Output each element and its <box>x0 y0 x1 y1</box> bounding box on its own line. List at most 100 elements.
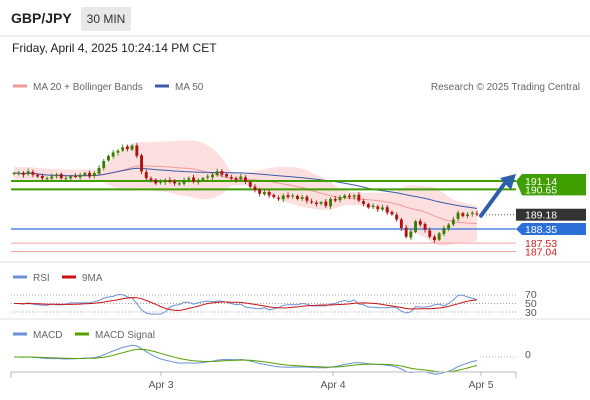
candle-body <box>74 176 77 177</box>
candle-body <box>140 155 143 172</box>
candle-body <box>296 196 299 199</box>
candle-body <box>177 183 181 185</box>
candle-body <box>362 201 365 204</box>
candle-body <box>456 212 460 219</box>
x-tick-apr5: Apr 5 <box>468 379 493 391</box>
candle-body <box>215 171 219 176</box>
level-lines <box>11 180 516 253</box>
credit-label: Research © 2025 Trading Central <box>431 82 580 93</box>
candle-body <box>461 213 465 217</box>
candle-body <box>125 146 129 149</box>
level-label-last: 189.18 <box>525 210 557 222</box>
candle-body <box>116 150 120 153</box>
candle-body <box>225 174 228 177</box>
candle-body <box>78 174 82 178</box>
level-box-last <box>516 208 586 221</box>
candle-body <box>319 202 323 204</box>
candle-body <box>310 201 314 203</box>
candle-body <box>352 195 356 197</box>
candle-body <box>300 197 304 199</box>
candle-body <box>390 211 394 215</box>
candle-body <box>357 194 361 201</box>
candle-body <box>159 181 162 183</box>
forecast-arrow-shaft <box>479 181 507 218</box>
level-label-s2: 187.04 <box>525 247 557 259</box>
candle-body <box>291 195 295 197</box>
candle-body <box>50 176 54 179</box>
candle-body <box>239 176 243 180</box>
candle-body <box>69 176 73 179</box>
candle-body <box>314 202 318 205</box>
candle-body <box>97 167 101 174</box>
candle-body <box>206 176 210 178</box>
candle-body <box>267 192 271 196</box>
macd-panel <box>14 344 516 375</box>
rsi-panel <box>11 294 516 315</box>
candle-body <box>418 221 422 225</box>
candle-body <box>64 178 68 180</box>
candle-body <box>154 179 158 184</box>
candle-body <box>385 207 389 213</box>
candle-body <box>399 219 403 229</box>
level-label-r1: 191.14 <box>525 176 557 188</box>
candle-body <box>55 174 58 177</box>
candle-body <box>258 189 262 194</box>
candle-body <box>107 155 110 161</box>
ma50-legend-label: MA 50 <box>175 82 204 93</box>
timeframe-label: 30 MIN <box>87 12 126 26</box>
candle-body <box>229 177 233 179</box>
candle-body <box>121 147 125 151</box>
candle-body <box>423 223 427 230</box>
candle-body <box>366 204 370 208</box>
macd-tick-0: 0 <box>525 349 531 361</box>
candle-body <box>428 230 432 237</box>
candle-body <box>102 161 106 168</box>
candle-body <box>329 198 332 207</box>
candle-body <box>211 174 214 178</box>
candle-body <box>220 171 224 175</box>
level-label-pivot: 188.35 <box>525 224 557 236</box>
candle-body <box>348 195 351 198</box>
candle-body <box>253 186 257 191</box>
forecast-arrow-head <box>500 174 516 190</box>
macd-legend-label: MACD <box>33 330 62 341</box>
candle-body <box>262 192 266 195</box>
candle-body <box>192 177 195 182</box>
candle-body <box>187 178 191 180</box>
bollinger-legend-label: MA 20 + Bollinger Bands <box>33 82 143 93</box>
candle-body <box>409 231 413 238</box>
candle-body <box>111 152 115 157</box>
candle-body <box>31 171 35 175</box>
candle-body <box>447 224 451 229</box>
level-box-resistance <box>516 174 586 196</box>
level-label-s1: 187.53 <box>525 238 557 250</box>
candle-body <box>173 181 177 184</box>
candle-body <box>475 213 479 215</box>
candle-body <box>168 180 172 182</box>
candle-body <box>381 207 384 210</box>
candle-body <box>305 196 309 201</box>
candle-body <box>451 219 455 225</box>
candle-body <box>92 173 96 176</box>
candle-body <box>376 206 380 210</box>
candle-body <box>437 233 441 240</box>
candle-body <box>17 173 21 175</box>
candle-body <box>201 178 205 180</box>
rsi-ma-line <box>14 297 478 312</box>
rsi-tick-70: 70 <box>525 289 537 301</box>
timeframe-badge[interactable] <box>81 7 131 31</box>
candle-body <box>149 178 153 180</box>
x-tick-apr4: Apr 4 <box>320 379 345 391</box>
candle-body <box>182 180 186 184</box>
bollinger-band <box>14 140 477 246</box>
candle-body <box>286 195 290 198</box>
candle-body <box>163 180 167 183</box>
candle-body <box>244 177 247 182</box>
rsi-line <box>14 294 478 315</box>
candle-body <box>277 197 280 199</box>
candle-body <box>248 181 252 187</box>
candle-body <box>135 145 139 156</box>
candle-body <box>404 227 408 237</box>
level-label-r2: 190.65 <box>525 184 557 196</box>
